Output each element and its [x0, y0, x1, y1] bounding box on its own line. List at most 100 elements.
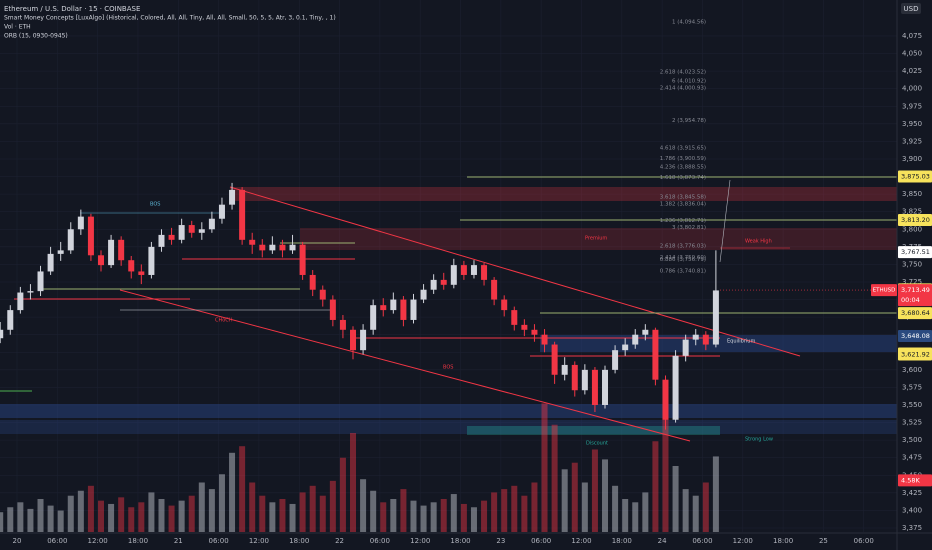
- volume-bar: [561, 469, 568, 532]
- volume-bar: [279, 499, 286, 532]
- volume-bar: [400, 489, 407, 532]
- candle-body: [218, 204, 225, 219]
- x-tick-label: 20: [13, 537, 22, 545]
- fib-label: 1.382 (3,836.04): [660, 201, 706, 207]
- title: Ethereum / U.S. Dollar · 15 · COINBASE: [4, 5, 140, 13]
- volume-bar: [229, 452, 236, 532]
- volume-bar: [269, 502, 276, 532]
- volume-bar: [350, 433, 357, 532]
- candle-body: [581, 369, 588, 391]
- y-tick-label: 4,025: [902, 67, 922, 75]
- candle-body: [390, 299, 397, 311]
- y-tick-label: 4,050: [902, 50, 922, 58]
- candle-body: [682, 339, 689, 356]
- x-tick-label: 12:00: [88, 537, 108, 545]
- volume-bar: [299, 492, 306, 532]
- candle-body: [561, 364, 568, 375]
- x-tick-label: 21: [174, 537, 183, 545]
- candle-body: [652, 329, 659, 380]
- candle-body: [309, 274, 316, 290]
- x-tick-label: 22: [335, 537, 344, 545]
- x-tick-label: 06:00: [370, 537, 390, 545]
- volume-bar: [67, 495, 74, 532]
- candle-body: [138, 271, 145, 275]
- projection-arrow: [719, 179, 731, 263]
- symbol-tag: [871, 284, 897, 297]
- candle-body: [400, 299, 407, 320]
- axis-labels: 3,3753,4003,4253,4503,4753,5003,5253,550…: [13, 32, 932, 545]
- price-badge: [898, 170, 932, 183]
- x-tick-label: 06:00: [854, 537, 874, 545]
- volume-bar: [541, 403, 548, 532]
- candle-body: [329, 299, 336, 320]
- x-tick-label: 24: [658, 537, 667, 545]
- volume-bar: [551, 424, 558, 532]
- volume-badge-label: 4.58K: [901, 476, 920, 484]
- volume-bar: [571, 462, 578, 532]
- candle-body: [571, 364, 578, 391]
- x-tick-label: 12:00: [410, 537, 430, 545]
- candle-body: [450, 265, 457, 285]
- volume-bar: [168, 505, 175, 532]
- candle-body: [712, 290, 719, 345]
- candle-body: [672, 355, 679, 420]
- x-tick-label: 18:00: [773, 537, 793, 545]
- candle-body: [0, 329, 4, 339]
- y-tick-label: 4,075: [902, 32, 922, 40]
- y-tick-label: 3,600: [902, 366, 922, 374]
- volume-bar: [470, 507, 477, 532]
- candle-body: [178, 225, 185, 240]
- volume-bar: [632, 502, 639, 532]
- last-price-badge: [898, 284, 932, 307]
- candle-body: [531, 329, 538, 335]
- candle-body: [541, 334, 548, 345]
- candle-body: [239, 189, 246, 240]
- fib-label: 3.618 (3,845.58): [660, 195, 706, 201]
- candle-body: [430, 279, 437, 290]
- candle-body: [692, 334, 699, 340]
- volume-bar: [501, 489, 508, 532]
- price-badge: [898, 330, 932, 343]
- volume-bar: [581, 482, 588, 532]
- currency[interactable]: USD: [904, 5, 919, 13]
- candle-body: [632, 334, 639, 345]
- volume-bar: [128, 507, 135, 532]
- y-tick-label: 3,850: [902, 190, 922, 198]
- grid: [0, 0, 897, 532]
- volume-bar: [460, 503, 467, 532]
- indicator: Smart Money Concepts [LuxAlgo] (Historic…: [4, 15, 336, 22]
- volume-badge: [898, 474, 932, 487]
- price-badge: [898, 307, 932, 320]
- fib-label: 1.236 (3,812.71): [660, 218, 706, 224]
- volume-bar: [702, 482, 709, 532]
- candle-body: [57, 250, 64, 254]
- y-tick-label: 3,550: [902, 401, 922, 409]
- volume-bar: [370, 490, 377, 532]
- annotation: BOS: [443, 365, 453, 371]
- fib-label: 1.618 (3,873.74): [660, 175, 706, 181]
- candle-body: [662, 379, 669, 420]
- y-tick-label: 3,825: [902, 208, 922, 216]
- volume-bar: [259, 495, 266, 532]
- x-tick-label: 06:00: [692, 537, 712, 545]
- volume-bar: [652, 441, 659, 532]
- candle-body: [591, 369, 598, 405]
- x-tick-label: 12:00: [733, 537, 753, 545]
- supply-zone: [230, 187, 897, 201]
- demand-zone: [0, 420, 897, 434]
- x-tick-label: 18:00: [128, 537, 148, 545]
- annotation: Premium: [585, 236, 607, 242]
- indicator: ORB (15, 0930-0945): [4, 33, 68, 40]
- volume-bar: [218, 474, 225, 532]
- x-tick-label: 06:00: [531, 537, 551, 545]
- volume-bar: [430, 502, 437, 532]
- price-badge-label: 3,680.64: [901, 309, 930, 317]
- price-badge-label: 3,648.08: [901, 332, 930, 340]
- candle-body: [642, 329, 649, 335]
- volume-bar: [380, 502, 387, 532]
- volume-bar: [481, 500, 488, 532]
- x-tick-label: 06:00: [47, 537, 67, 545]
- currency-button[interactable]: [901, 3, 921, 14]
- y-tick-label: 3,425: [902, 489, 922, 497]
